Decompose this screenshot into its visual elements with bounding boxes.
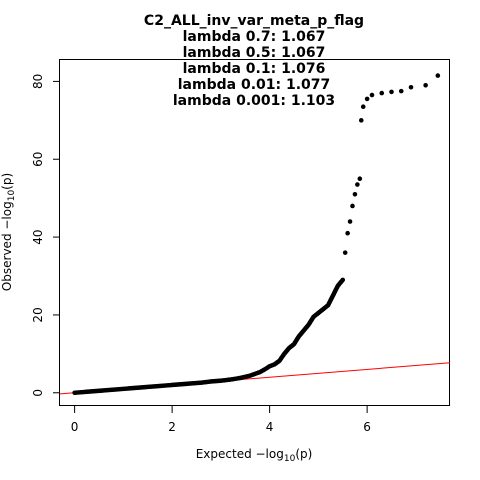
y-tick-label: 20 (31, 307, 45, 322)
title-line: lambda 0.5: 1.067 (183, 45, 326, 61)
data-point (423, 82, 428, 88)
title-line: lambda 0.001: 1.103 (173, 93, 335, 109)
x-tick-label: 0 (71, 420, 79, 434)
plot-frame (59, 59, 450, 406)
data-point (340, 277, 346, 283)
data-point (364, 96, 370, 102)
x-tick-label: 4 (266, 420, 274, 434)
data-point (398, 88, 404, 94)
data-point (342, 250, 348, 255)
x-tick-label: 6 (363, 420, 371, 434)
title-line: lambda 0.7: 1.067 (183, 29, 326, 45)
data-point (347, 219, 353, 224)
y-axis-label: Observed −log10(p) (0, 173, 17, 291)
y-tick-label: 40 (31, 229, 45, 244)
data-point (352, 191, 358, 197)
data-point (357, 176, 363, 182)
data-point (435, 73, 441, 78)
y-tick-label: 0 (31, 389, 45, 397)
data-points (72, 73, 441, 396)
data-point (345, 230, 350, 236)
data-point (355, 182, 360, 187)
y-tick-label: 80 (31, 74, 45, 89)
data-point (389, 89, 394, 95)
title-line: lambda 0.01: 1.077 (178, 77, 331, 93)
data-point (369, 92, 375, 98)
y-tick-label: 60 (31, 152, 45, 167)
x-axis: 0 2 4 6 (71, 406, 371, 434)
data-point (350, 203, 355, 209)
title-line: C2_ALL_inv_var_meta_p_flag (144, 13, 364, 29)
title-line: lambda 0.1: 1.076 (183, 61, 326, 77)
data-point (360, 104, 366, 110)
x-axis-label: Expected −log10(p) (196, 447, 313, 464)
y-axis: 0 20 40 60 80 (31, 74, 60, 397)
x-tick-label: 2 (168, 420, 176, 434)
data-point (379, 90, 385, 96)
data-point (408, 84, 414, 90)
data-point (358, 118, 364, 123)
